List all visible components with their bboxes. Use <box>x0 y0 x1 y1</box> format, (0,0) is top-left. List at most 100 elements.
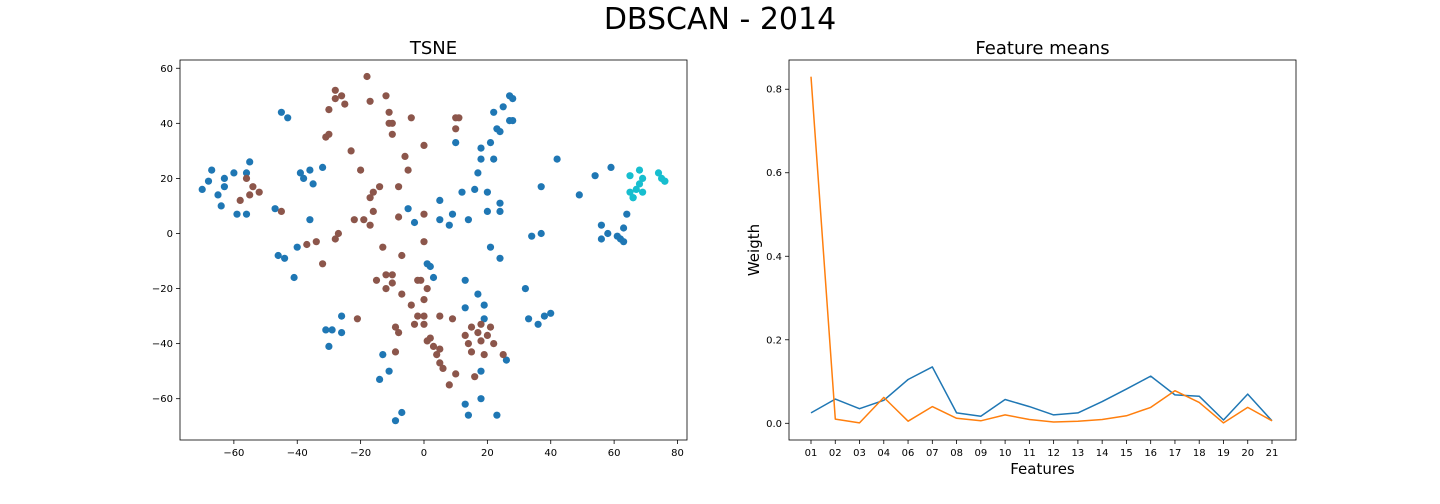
feature-x-tick-label: 02 <box>829 448 842 459</box>
feature-x-tick-label: 20 <box>1241 448 1254 459</box>
scatter-point-cluster-1 <box>480 315 488 323</box>
feature-x-tick-label: 17 <box>1169 448 1182 459</box>
scatter-point-cluster-2 <box>350 216 358 224</box>
scatter-point-cluster-1 <box>534 320 542 328</box>
scatter-point-cluster-2 <box>499 351 507 359</box>
scatter-point-cluster-1 <box>423 260 431 268</box>
scatter-point-cluster-1 <box>528 232 536 240</box>
scatter-point-cluster-3 <box>639 174 647 182</box>
scatter-point-cluster-1 <box>620 224 628 232</box>
tsne-x-tick-label: −40 <box>287 448 308 459</box>
tsne-title: TSNE <box>409 38 457 59</box>
scatter-point-cluster-2 <box>303 240 311 249</box>
scatter-point-cluster-2 <box>420 141 428 149</box>
scatter-point-cluster-1 <box>325 342 333 350</box>
feature-y-tick-label: 0.4 <box>766 252 782 263</box>
series-line-2 <box>810 76 1273 424</box>
scatter-point-cluster-1 <box>607 163 615 171</box>
scatter-point-cluster-2 <box>477 337 485 345</box>
feature-x-tick-label: 14 <box>1096 448 1109 459</box>
scatter-point-cluster-2 <box>246 191 254 199</box>
scatter-point-cluster-2 <box>385 108 393 116</box>
scatter-point-cluster-2 <box>407 114 415 122</box>
tsne-y-tick-label: 20 <box>160 174 173 185</box>
scatter-point-cluster-1 <box>319 163 327 171</box>
scatter-point-cluster-1 <box>521 285 530 293</box>
scatter-point-cluster-1 <box>461 276 469 284</box>
scatter-point-cluster-1 <box>477 144 485 152</box>
scatter-point-cluster-2 <box>410 320 419 328</box>
scatter-point-cluster-2 <box>455 114 463 122</box>
scatter-point-cluster-1 <box>553 155 561 163</box>
scatter-point-cluster-1 <box>242 169 251 177</box>
feature-x-tick-label: 12 <box>1047 448 1060 459</box>
scatter-point-cluster-3 <box>632 185 640 193</box>
scatter-point-cluster-1 <box>496 254 504 262</box>
feature-y-tick-label: 0.0 <box>766 419 782 430</box>
scatter-point-cluster-2 <box>439 364 447 372</box>
scatter-point-cluster-2 <box>319 260 327 268</box>
scatter-point-cluster-2 <box>490 340 498 348</box>
scatter-point-cluster-2 <box>433 351 441 359</box>
figure-title: DBSCAN - 2014 <box>603 2 837 37</box>
scatter-point-cluster-1 <box>277 108 285 116</box>
scatter-point-cluster-1 <box>496 199 504 207</box>
feature-means-plot-frame <box>788 59 1297 441</box>
feature-y-tick-label: 0.6 <box>766 168 782 179</box>
scatter-point-cluster-1 <box>499 103 507 111</box>
scatter-point-cluster-2 <box>360 216 368 224</box>
scatter-point-cluster-1 <box>204 177 213 185</box>
scatter-point-cluster-2 <box>334 229 342 238</box>
scatter-point-cluster-1 <box>306 216 314 224</box>
scatter-point-cluster-1 <box>620 238 628 246</box>
scatter-point-cluster-1 <box>242 210 251 218</box>
feature-y-axis-label: Weigth <box>745 224 763 276</box>
scatter-point-cluster-2 <box>388 279 396 287</box>
scatter-point-cluster-2 <box>277 207 285 215</box>
scatter-point-cluster-2 <box>423 285 431 293</box>
scatter-point-cluster-1 <box>208 166 216 174</box>
scatter-point-cluster-2 <box>236 196 244 204</box>
scatter-point-cluster-2 <box>420 312 428 320</box>
scatter-point-cluster-1 <box>471 185 479 193</box>
scatter-point-cluster-3 <box>626 188 634 196</box>
scatter-point-cluster-1 <box>220 183 228 191</box>
scatter-point-cluster-1 <box>274 251 282 260</box>
scatter-point-cluster-2 <box>382 92 390 100</box>
feature-x-tick-label: 13 <box>1072 448 1085 459</box>
feature-x-tick-label: 08 <box>950 448 963 459</box>
scatter-point-cluster-2 <box>414 312 422 320</box>
tsne-x-tick-label: 80 <box>671 448 684 459</box>
scatter-point-cluster-1 <box>461 400 469 408</box>
scatter-point-cluster-1 <box>575 191 583 199</box>
scatter-point-cluster-1 <box>391 417 400 425</box>
scatter-point-cluster-2 <box>382 271 390 279</box>
scatter-point-cluster-2 <box>398 251 406 260</box>
scatter-point-cluster-2 <box>429 342 438 350</box>
scatter-point-cluster-2 <box>452 125 460 133</box>
scatter-point-cluster-1 <box>379 351 387 359</box>
scatter-point-cluster-1 <box>328 326 336 334</box>
scatter-point-cluster-1 <box>398 408 406 417</box>
scatter-point-cluster-1 <box>230 169 238 177</box>
scatter-point-cluster-1 <box>293 243 301 251</box>
scatter-point-cluster-1 <box>547 309 555 317</box>
scatter-point-cluster-2 <box>379 243 387 251</box>
scatter-point-cluster-1 <box>480 301 488 309</box>
tsne-x-tick-label: −60 <box>223 448 244 459</box>
tsne-x-tick-label: 0 <box>421 448 427 459</box>
scatter-point-cluster-2 <box>395 183 403 191</box>
scatter-point-cluster-1 <box>284 114 292 122</box>
scatter-point-cluster-2 <box>436 359 444 367</box>
scatter-point-cluster-2 <box>255 188 263 196</box>
tsne-y-tick-label: 40 <box>160 119 173 130</box>
scatter-point-cluster-2 <box>404 166 412 174</box>
scatter-point-cluster-1 <box>509 95 517 103</box>
scatter-point-cluster-1 <box>281 254 289 262</box>
scatter-point-cluster-2 <box>331 95 339 103</box>
scatter-point-cluster-2 <box>417 276 425 284</box>
scatter-point-cluster-1 <box>271 205 279 213</box>
series-line-1 <box>810 366 1273 422</box>
scatter-point-cluster-2 <box>369 207 377 215</box>
